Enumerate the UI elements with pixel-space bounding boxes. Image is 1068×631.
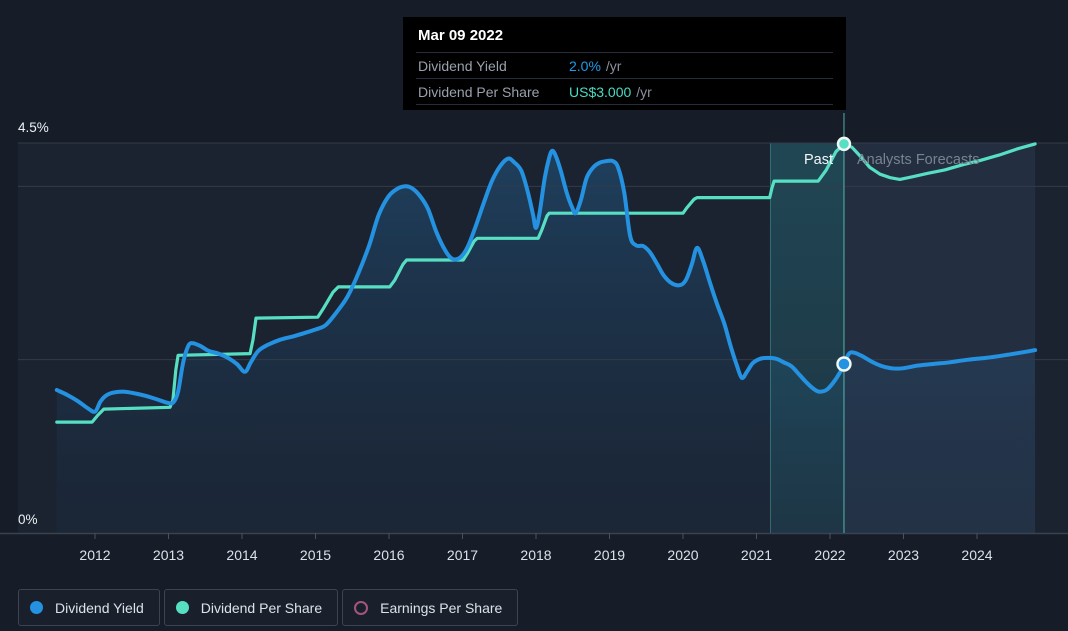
svg-text:2020: 2020 [667,547,698,563]
svg-text:2015: 2015 [300,547,331,563]
tooltip-label: Dividend Yield [418,57,507,74]
analysts-forecasts-label: Analysts Forecasts [857,152,980,168]
svg-text:2024: 2024 [961,547,992,563]
y-axis-label-bottom: 0% [18,512,38,527]
svg-text:2016: 2016 [373,547,404,563]
svg-text:2023: 2023 [888,547,919,563]
svg-text:2014: 2014 [226,547,257,563]
legend-label: Dividend Yield [55,599,144,616]
earnings-per-share-ring-icon [354,600,369,615]
chart-tooltip: Mar 09 2022 Dividend Yield 2.0% /yr Divi… [403,17,846,110]
tooltip-date: Mar 09 2022 [418,27,504,44]
dividend-per-share-dot-icon [175,601,189,614]
svg-text:2021: 2021 [741,547,772,563]
tooltip-value-dividend-yield: 2.0% [569,57,601,74]
tooltip-row-dividend-yield: Dividend Yield 2.0% /yr [416,52,833,78]
legend-item-dividend-per-share[interactable]: Dividend Per Share [163,589,339,626]
tooltip-value-dividend-per-share: US$3.000 [569,83,632,100]
tooltip-label: Dividend Per Share [418,83,540,100]
svg-text:2019: 2019 [594,547,625,563]
dividend-yield-dot-icon [30,601,43,614]
svg-text:2013: 2013 [153,547,184,563]
tooltip-unit: /yr [636,83,652,100]
legend-item-dividend-yield[interactable]: Dividend Yield [18,589,160,626]
past-label: Past [804,152,834,168]
svg-text:2017: 2017 [447,547,478,563]
tooltip-unit: /yr [605,57,622,74]
legend-item-earnings-per-share[interactable]: Earnings Per Share [342,589,519,626]
chart-legend: Dividend Yield Dividend Per Share Earnin… [18,589,519,626]
svg-text:2012: 2012 [79,547,110,563]
y-axis-label-top: 4.5% [18,120,49,135]
tooltip-row-dividend-per-share: Dividend Per Share US$3.000 /yr [416,78,833,105]
legend-label: Earnings Per Share [380,599,503,616]
svg-text:2018: 2018 [520,547,551,563]
legend-label: Dividend Per Share [200,599,323,616]
svg-text:2022: 2022 [814,547,845,563]
